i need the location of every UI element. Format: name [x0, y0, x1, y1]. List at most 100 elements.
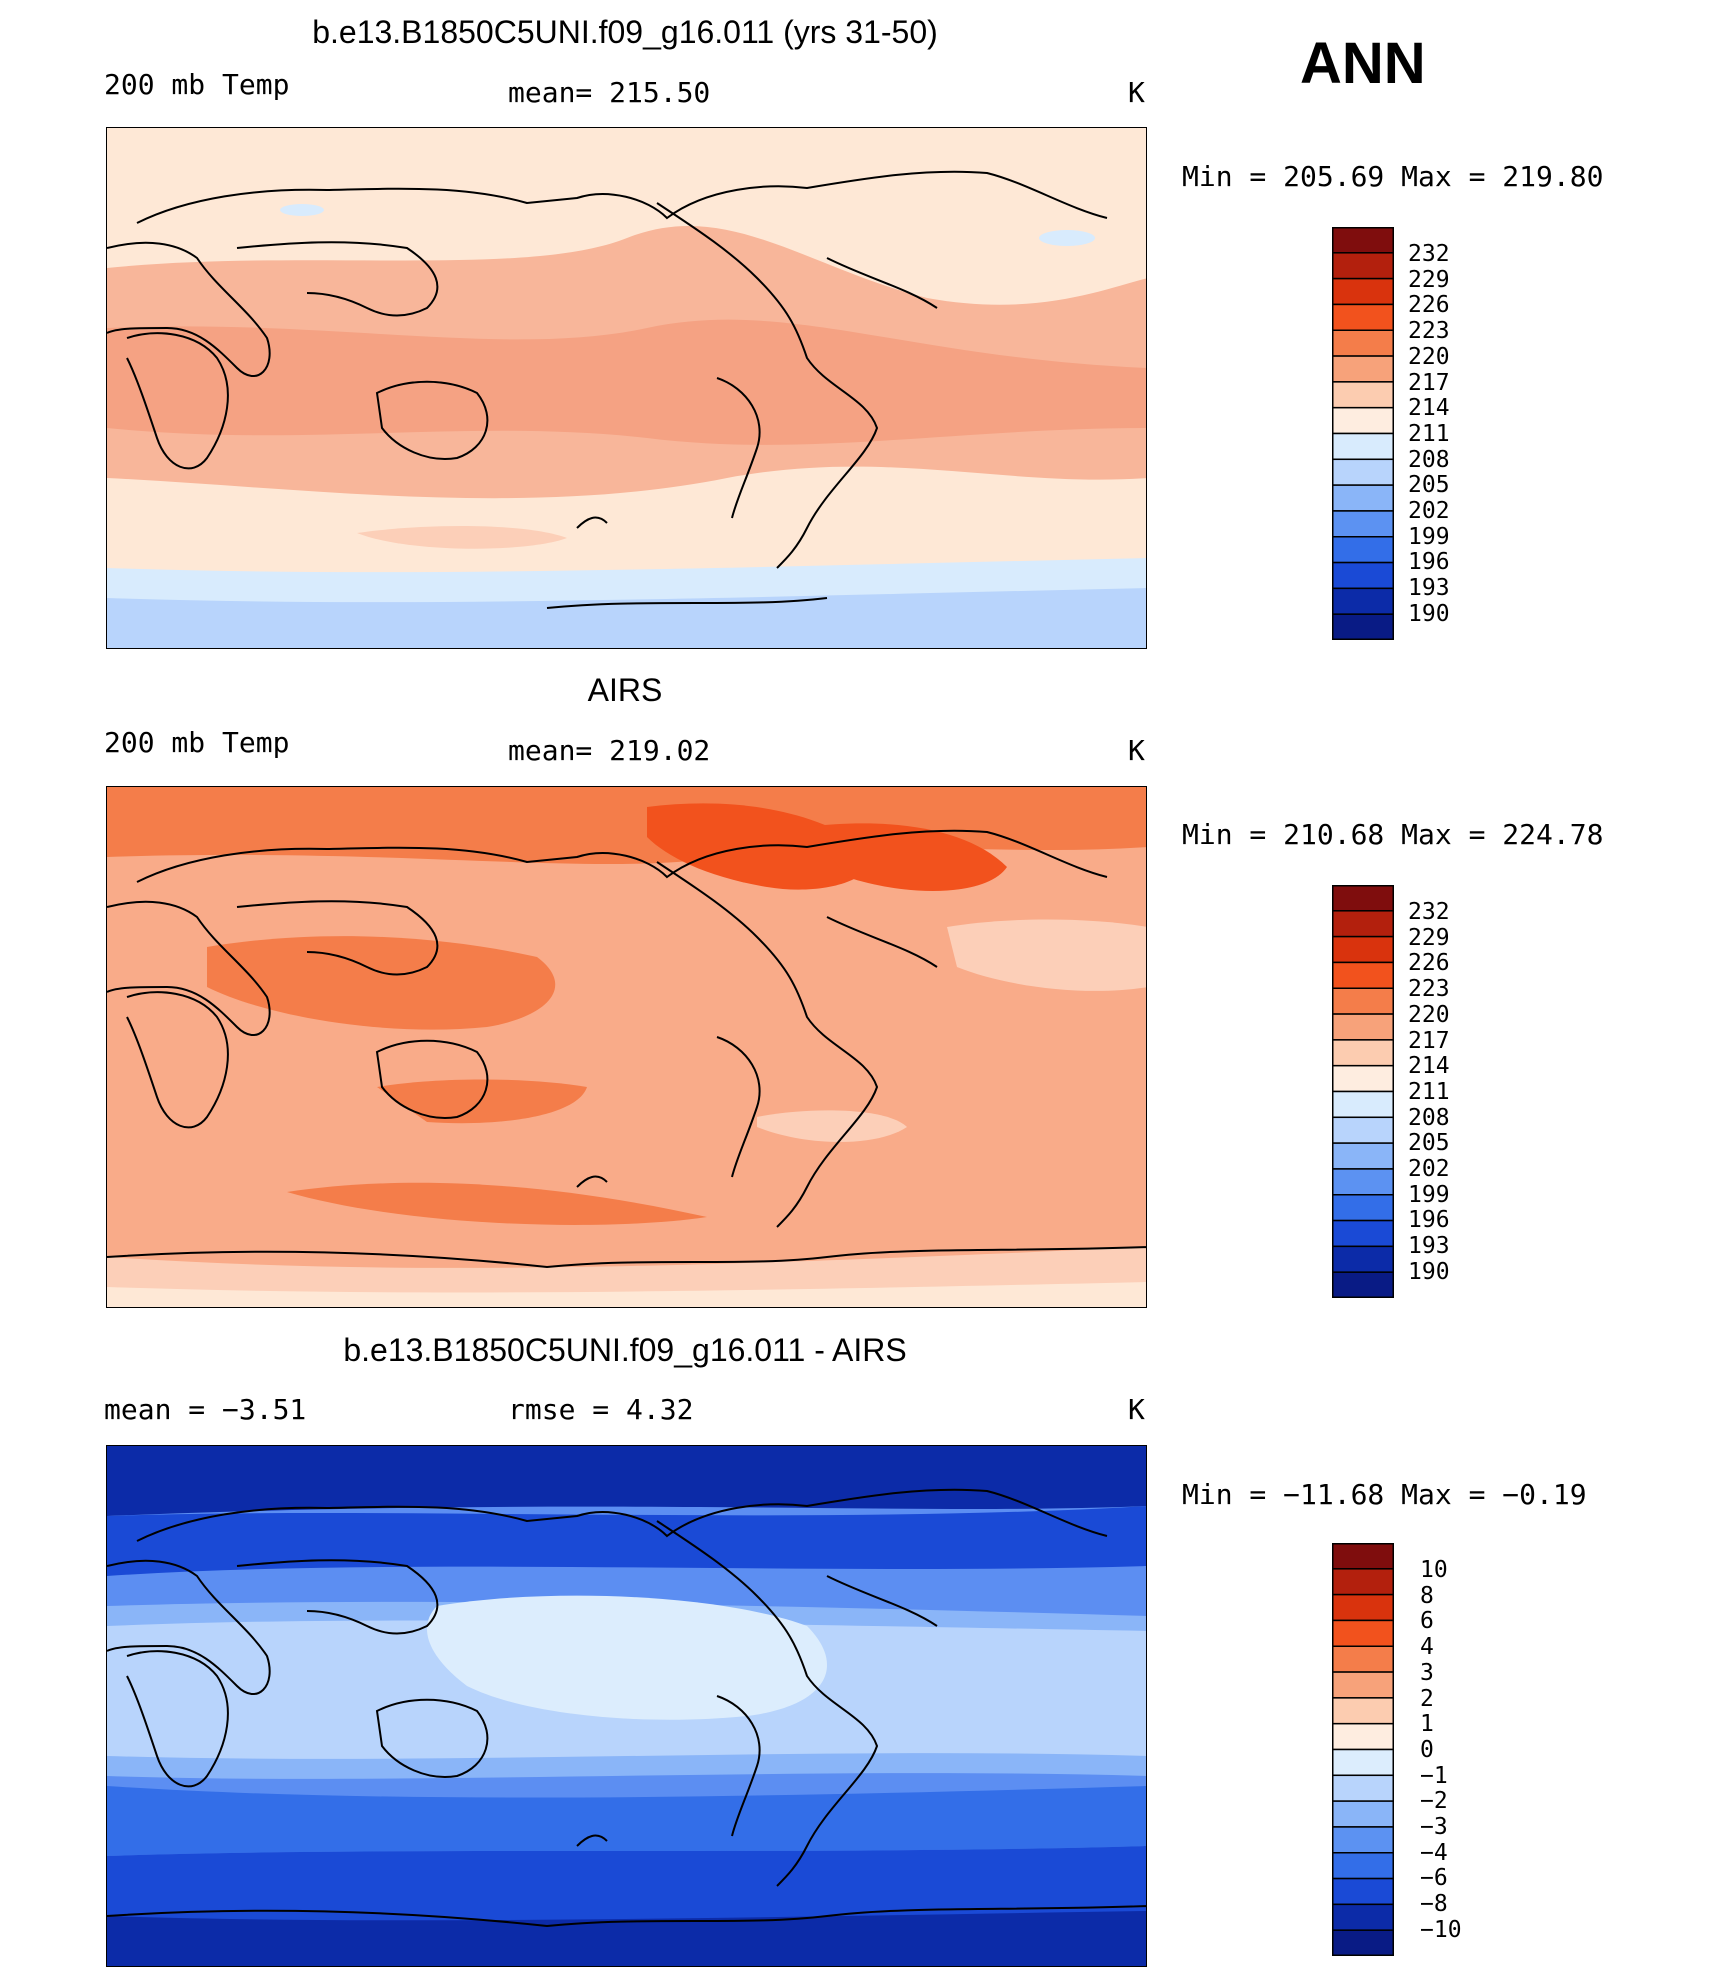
colorbar-tick-label: 202 [1408, 1156, 1450, 1183]
colorbar-swatch [1332, 227, 1394, 254]
colorbar-tick-label: 226 [1408, 950, 1450, 977]
colorbar-tick-label: 0 [1420, 1736, 1434, 1763]
colorbar-tick-label: 232 [1408, 241, 1450, 267]
panel-2-field-cool-patch-2 [947, 919, 1146, 991]
colorbar-tick-label: 229 [1408, 924, 1450, 951]
panel-2-title: AIRS [587, 672, 663, 708]
panel-1-colorbar [1332, 227, 1394, 640]
colorbar-tick-label: 208 [1408, 446, 1450, 473]
panel-3-field-south-mid [107, 1786, 1146, 1856]
colorbar-swatch [1332, 1619, 1394, 1647]
colorbar-frame [1332, 1543, 1394, 1956]
colorbar-tick-label: 217 [1408, 369, 1450, 396]
colorbar-tick-label: −4 [1420, 1839, 1448, 1866]
colorbar-swatch [1332, 1142, 1394, 1170]
panel-2-colorbar [1332, 885, 1394, 1298]
colorbar-swatch [1332, 1245, 1394, 1273]
panel-1-units-label: K [1128, 76, 1145, 109]
colorbar-tick-label: 196 [1408, 549, 1450, 576]
colorbar-swatch [1332, 303, 1394, 331]
panel-2-field-patch-1 [377, 1079, 587, 1124]
panel-3-minmax-label: Min = −11.68 Max = −0.19 [1182, 1478, 1587, 1511]
panel-2-coastlines [107, 829, 1146, 1269]
panel-1-field-patch [357, 526, 567, 549]
colorbar-tick-label: −1 [1420, 1762, 1448, 1789]
colorbar-swatch [1332, 1903, 1394, 1931]
colorbar-swatch [1332, 1852, 1394, 1880]
colorbar-swatch [1332, 1645, 1394, 1673]
colorbar-frame [1332, 227, 1394, 640]
panel-3-mean-label: mean = −3.51 [104, 1393, 307, 1426]
colorbar-tick-label: 217 [1408, 1027, 1450, 1054]
panel-2-field-south-band [287, 1182, 707, 1225]
colorbar-tick-label: −6 [1420, 1865, 1448, 1892]
colorbar-tick-label: 4 [1420, 1634, 1434, 1661]
colorbar-swatch [1332, 406, 1394, 435]
colorbar-swatch [1332, 277, 1394, 306]
panel-2-units-label: K [1128, 734, 1145, 767]
colorbar-tick-label: −8 [1420, 1891, 1448, 1918]
colorbar-swatch [1332, 1800, 1394, 1828]
colorbar-tick-label: 223 [1408, 318, 1450, 345]
panel-3-colorbar-labels: 10 8 6 4 3 2 1 0 −1 −2 −3 −4 −6 −8 −10 [1420, 1557, 1462, 1944]
colorbar-swatch [1332, 1064, 1394, 1093]
colorbar-swatch [1332, 561, 1394, 590]
colorbar-swatch [1332, 536, 1394, 564]
colorbar-swatch [1332, 1826, 1394, 1854]
colorbar-tick-label: 205 [1408, 1130, 1450, 1157]
colorbar-swatch [1332, 1039, 1394, 1067]
panel-1-field-band-core [107, 319, 1146, 445]
colorbar-swatch [1332, 1219, 1394, 1248]
panel-3-field-tropical-core [427, 1595, 827, 1720]
panel-3-title: b.e13.B1850C5UNI.f09_g16.011 - AIRS [343, 1332, 907, 1368]
panel-3-field-polar [107, 1911, 1146, 1966]
panel-3-map [106, 1445, 1147, 1967]
colorbar-swatch [1332, 1116, 1394, 1144]
panel-1-variable-label: 200 mb Temp [104, 68, 290, 101]
colorbar-swatch [1332, 587, 1394, 615]
colorbar-swatch [1332, 1090, 1394, 1119]
panel-1-colorbar-svg [1332, 227, 1394, 640]
colorbar-swatch [1332, 935, 1394, 964]
colorbar-swatch [1332, 613, 1394, 640]
colorbar-tick-label: 214 [1408, 1053, 1450, 1080]
panel-2-field-mid-band [207, 936, 556, 1030]
colorbar-swatch [1332, 484, 1394, 512]
colorbar-swatch [1332, 1543, 1394, 1570]
panel-1-field-cold-patch-1 [280, 204, 324, 216]
colorbar-tick-label: 205 [1408, 472, 1450, 499]
panel-3-rmse-label: rmse = 4.32 [508, 1393, 694, 1426]
panel-2-colorbar-labels: 232 229 226 223 220 217 214 211 208 205 … [1408, 899, 1450, 1286]
panel-2-field-polar-inner [107, 1282, 1146, 1307]
panel-1-mean-label: mean= 215.50 [508, 76, 711, 109]
panel-2-colorbar-svg [1332, 885, 1394, 1298]
colorbar-swatch [1332, 355, 1394, 383]
colorbar-swatch [1332, 1929, 1394, 1956]
colorbar-tick-label: 8 [1420, 1582, 1434, 1609]
colorbar-tick-label: 202 [1408, 498, 1450, 525]
panel-2-map [106, 786, 1147, 1308]
colorbar-tick-label: 229 [1408, 266, 1450, 293]
colorbar-swatch [1332, 1168, 1394, 1196]
colorbar-tick-label: 10 [1420, 1557, 1448, 1583]
panel-1-title: b.e13.B1850C5UNI.f09_g16.011 (yrs 31-50) [312, 14, 938, 50]
colorbar-swatch [1332, 961, 1394, 989]
colorbar-swatch [1332, 432, 1394, 461]
panel-2-field-hot-core-2 [807, 823, 1007, 891]
colorbar-tick-label: 196 [1408, 1207, 1450, 1234]
panel-1-field-polar-inner [107, 588, 1146, 648]
panel-1-map [106, 127, 1147, 649]
colorbar-swatch [1332, 1271, 1394, 1298]
colorbar-tick-label: 232 [1408, 899, 1450, 925]
colorbar-tick-label: 214 [1408, 395, 1450, 422]
colorbar-swatch [1332, 381, 1394, 409]
colorbar-swatch [1332, 252, 1394, 280]
panel-2-variable-label: 200 mb Temp [104, 726, 290, 759]
colorbar-tick-label: −3 [1420, 1814, 1448, 1841]
panel-2-minmax-label: Min = 210.68 Max = 224.78 [1182, 818, 1604, 851]
colorbar-tick-label: 199 [1408, 523, 1450, 550]
colorbar-tick-label: 220 [1408, 1001, 1450, 1028]
colorbar-tick-label: 223 [1408, 976, 1450, 1003]
panel-2-field-cool-patch-1 [757, 1110, 907, 1142]
colorbar-frame [1332, 885, 1394, 1298]
